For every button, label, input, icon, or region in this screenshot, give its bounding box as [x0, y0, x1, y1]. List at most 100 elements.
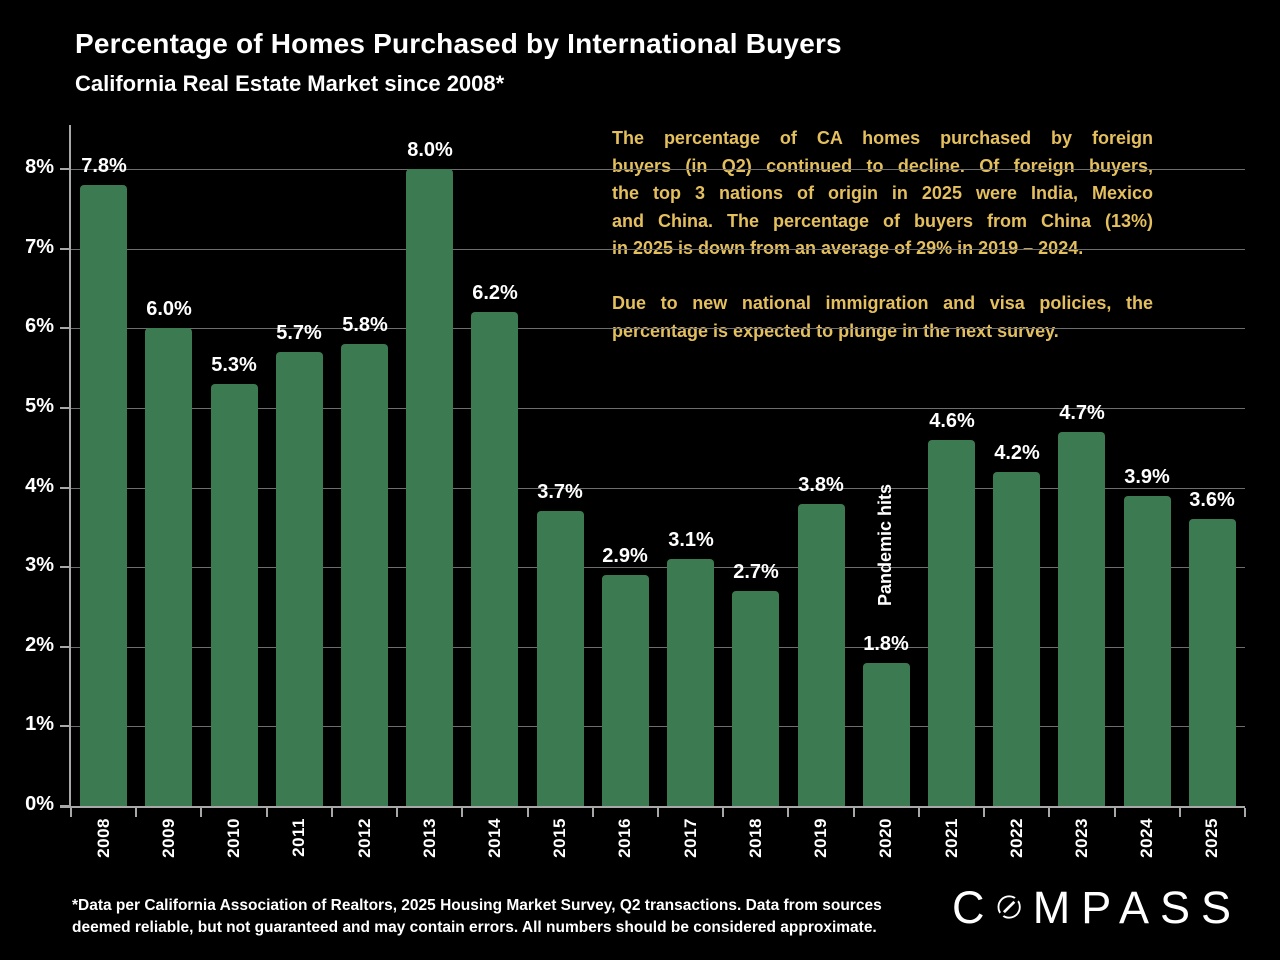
x-axis-tick — [983, 808, 985, 817]
x-axis-tick — [527, 808, 529, 817]
bar — [406, 169, 453, 806]
x-axis-year-label: 2009 — [159, 818, 178, 858]
page-subtitle: California Real Estate Market since 2008… — [75, 71, 505, 96]
x-axis-year-label: 2022 — [1007, 818, 1026, 858]
y-axis-tick-label: 3% — [25, 554, 54, 576]
gridline — [71, 249, 1245, 250]
y-axis-tick-label: 6% — [25, 315, 54, 337]
bar — [211, 384, 258, 806]
bar — [993, 472, 1040, 806]
x-axis-tick — [200, 808, 202, 817]
x-axis-tick — [135, 808, 137, 817]
y-axis-tick — [60, 327, 71, 329]
x-axis-tick — [918, 808, 920, 817]
x-axis-year-label: 2020 — [876, 818, 895, 858]
bar — [341, 344, 388, 806]
bar-value-label: 5.8% — [342, 314, 388, 336]
commentary-line: percentage is expected to plunge in the … — [612, 320, 1059, 341]
x-axis-year-label: 2015 — [550, 818, 569, 858]
x-axis-year-label: 2008 — [94, 818, 113, 858]
y-axis-tick — [60, 646, 71, 648]
x-axis-tick — [1048, 808, 1050, 817]
bar-value-label: 3.1% — [668, 529, 714, 551]
x-axis-year-label: 2024 — [1137, 818, 1156, 858]
x-axis-year-label: 2018 — [746, 818, 765, 858]
bar-value-label: 6.0% — [146, 298, 192, 320]
x-axis-year-label: 2012 — [355, 818, 374, 858]
pandemic-annotation: Pandemic hits — [875, 484, 895, 607]
commentary-line: the top 3 nations of origin in 2025 were… — [612, 183, 1153, 204]
x-axis-year-label: 2025 — [1202, 818, 1221, 858]
y-axis-tick — [60, 168, 71, 170]
commentary-paragraph-1: The percentage of CA homes purchased by … — [612, 125, 1153, 263]
x-axis-tick — [657, 808, 659, 817]
x-axis-tick — [787, 808, 789, 817]
y-axis-tick-label: 7% — [25, 236, 54, 258]
compass-logo-text-c: C — [952, 881, 996, 933]
bar-value-label: 2.7% — [733, 561, 779, 583]
x-axis-year-label: 2013 — [420, 818, 439, 858]
gridline — [71, 408, 1245, 409]
x-axis-tick — [461, 808, 463, 817]
x-axis-tick — [331, 808, 333, 817]
y-axis-tick-label: 2% — [25, 634, 54, 656]
commentary-block: The percentage of CA homes purchased by … — [612, 125, 1153, 345]
y-axis-tick-label: 5% — [25, 395, 54, 417]
bar — [80, 185, 127, 806]
bar-value-label: 4.7% — [1059, 402, 1105, 424]
x-axis-year-label: 2023 — [1072, 818, 1091, 858]
footnote-line-2: deemed reliable, but not guaranteed and … — [72, 918, 877, 936]
x-axis-year-label: 2010 — [224, 818, 243, 858]
commentary-line: The percentage of CA homes purchased by … — [612, 128, 1153, 148]
bar-value-label: 3.8% — [798, 474, 844, 496]
x-axis-tick — [853, 808, 855, 817]
bar-value-label: 7.8% — [81, 155, 127, 177]
x-axis-line — [60, 806, 1245, 808]
y-axis-tick-label: 0% — [25, 793, 54, 815]
gridline — [71, 567, 1245, 568]
bar — [471, 312, 518, 806]
page-title: Percentage of Homes Purchased by Interna… — [75, 28, 842, 59]
y-axis-tick — [60, 248, 71, 250]
x-axis-tick — [1179, 808, 1181, 817]
gridline — [71, 328, 1245, 329]
bar — [1124, 496, 1171, 806]
bar — [863, 663, 910, 806]
x-axis-tick — [266, 808, 268, 817]
bar-value-label: 2.9% — [602, 545, 648, 567]
bar — [732, 591, 779, 806]
compass-logo-o-icon — [996, 895, 1021, 919]
x-axis-tick — [70, 808, 72, 817]
commentary-paragraph-2: Due to new national immigration and visa… — [612, 290, 1153, 345]
x-axis-year-label: 2016 — [615, 818, 634, 858]
bar — [602, 575, 649, 806]
y-axis-tick — [60, 566, 71, 568]
y-axis-tick-label: 4% — [25, 475, 54, 497]
bar-value-label: 4.2% — [994, 442, 1040, 464]
x-axis-tick — [396, 808, 398, 817]
commentary-line: and China. The percentage of buyers from… — [612, 210, 1153, 231]
bar — [667, 559, 714, 806]
commentary-line: in 2025 is down from an average of 29% i… — [612, 238, 1084, 259]
footnote-line-1: *Data per California Association of Real… — [72, 897, 882, 914]
bar — [928, 440, 975, 806]
commentary-line: buyers (in Q2) continued to decline. Of … — [612, 155, 1153, 176]
y-axis-tick — [60, 487, 71, 489]
bar-value-label: 3.7% — [537, 481, 583, 503]
bar — [798, 504, 845, 806]
footnote: *Data per California Association of Real… — [72, 895, 972, 938]
x-axis-year-label: 2017 — [681, 818, 700, 858]
gridline — [71, 488, 1245, 489]
bar — [1058, 432, 1105, 806]
bar-value-label: 3.6% — [1189, 489, 1235, 511]
gridline — [71, 726, 1245, 727]
bar — [537, 511, 584, 806]
y-axis-line — [69, 125, 71, 808]
x-axis-tick — [1244, 808, 1246, 817]
commentary-line: Due to new national immigration and visa… — [612, 292, 1153, 313]
x-axis-tick — [1114, 808, 1116, 817]
bar-value-label: 3.9% — [1124, 466, 1170, 488]
bar-value-label: 6.2% — [472, 282, 518, 304]
bar-value-label: 1.8% — [863, 633, 909, 655]
bar — [276, 352, 323, 806]
